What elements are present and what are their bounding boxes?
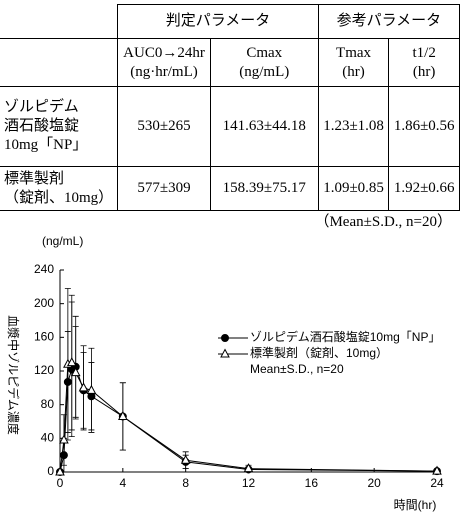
y-tick-label: 200 [34, 296, 54, 310]
y-tick-label: 240 [34, 262, 54, 276]
y-tick-label: 120 [34, 363, 54, 377]
marker [180, 454, 191, 464]
marker [55, 466, 65, 476]
column-header: Cmax (ng/mL) [209, 38, 319, 87]
column-name: Cmax [246, 44, 283, 61]
column-unit: (hr) [412, 63, 436, 80]
marker [221, 334, 229, 342]
series-line [59, 366, 438, 473]
cell: 1.23±1.08 [317, 86, 390, 167]
group-header: 判定パラメータ [117, 4, 319, 39]
header-row: 判定パラメータ 参考パラメータ [0, 4, 460, 39]
marker [59, 434, 69, 444]
pk-table: 判定パラメータ 参考パラメータ AUC0→24hr (ng·hr/mL) Cmax (ng… [0, 4, 460, 211]
cell: 158.39±75.17 [209, 166, 319, 211]
marker [220, 348, 230, 358]
column-unit: (hr) [342, 63, 365, 80]
cell: 141.63±44.18 [209, 86, 319, 167]
cell: 530±265 [117, 86, 211, 167]
column-header: AUC0→24hr (ng·hr/mL) [117, 38, 211, 87]
corner [0, 38, 119, 87]
row-label-line: 酒石酸塩錠 [4, 118, 80, 134]
data-row: 標準製剤 （錠剤、10mg） 577±309 158.39±75.17 1.09±0.8… [0, 166, 460, 211]
chart: 0 40 80 120 160 200 240 0 4 8 12 16 20 24 (ng/mL) 時間(hr… [6, 234, 444, 512]
x-tick-label: 24 [430, 476, 444, 490]
footnote: （Mean±S.D., n=20） [314, 214, 452, 230]
marker [243, 463, 254, 473]
x-tick-label: 8 [182, 476, 189, 490]
row-label: ゾルピデム酒石酸塩錠 10mg「NP」 [0, 86, 119, 167]
column-name: Tmax [336, 44, 372, 61]
column-header: t1/2 (hr) [388, 38, 460, 87]
series-line [59, 361, 438, 473]
column-header: Tmax (hr) [317, 38, 390, 87]
column-name: t1/2 [412, 44, 436, 61]
column-name: AUC0→24hr [123, 44, 205, 61]
x-tick-label: 16 [305, 476, 319, 490]
data-row: ゾルピデム酒石酸塩錠 10mg「NP」 530±265 141.63±44.18 1.2… [0, 86, 460, 167]
note: Mean±S.D., n=20 [250, 362, 344, 376]
column-unit: (ng/mL) [239, 63, 290, 80]
marker [432, 465, 442, 475]
corner [0, 4, 119, 39]
group-header: 参考パラメータ [317, 4, 460, 39]
y-tick-label: 40 [41, 431, 55, 445]
marker [70, 367, 81, 377]
x-tick-label: 4 [119, 476, 126, 490]
y-tick-label: 80 [41, 397, 55, 411]
cell: 1.09±0.85 [317, 166, 390, 211]
y-axis-label: 血漿中ゾルピデム濃度 [6, 315, 21, 435]
x-tick-label: 12 [242, 476, 256, 490]
x-tick-label: 0 [57, 476, 64, 490]
row-label-line: （錠剤、10mg） [4, 189, 114, 206]
row-label-line: 10mg「NP」 [4, 137, 88, 153]
y-tick-label: 0 [47, 464, 54, 478]
x-axis-label: 時間(hr) [394, 498, 437, 512]
legend-label: 標準製剤（錠剤、10mg） [250, 345, 388, 360]
x-tick-label: 20 [367, 476, 381, 490]
marker [86, 384, 97, 394]
column-unit: (ng·hr/mL) [130, 63, 198, 80]
marker [66, 357, 77, 367]
legend-label: ゾルピデム酒石酸塩錠10mg「NP」 [250, 329, 440, 344]
marker [117, 410, 128, 420]
marker [78, 382, 89, 392]
row-label-line: 標準製剤 [4, 170, 65, 187]
y-tick-label: 160 [34, 330, 54, 344]
y-unit: (ng/mL) [42, 234, 83, 248]
cell: 1.86±0.56 [388, 86, 460, 167]
row-label-line: ゾルピデム [4, 99, 79, 115]
header-row: AUC0→24hr (ng·hr/mL) Cmax (ng/mL) Tmax (hr) t1… [0, 38, 460, 87]
cell: 577±309 [117, 166, 211, 211]
cell: 1.92±0.66 [388, 166, 460, 211]
row-label: 標準製剤 （錠剤、10mg） [0, 166, 119, 211]
